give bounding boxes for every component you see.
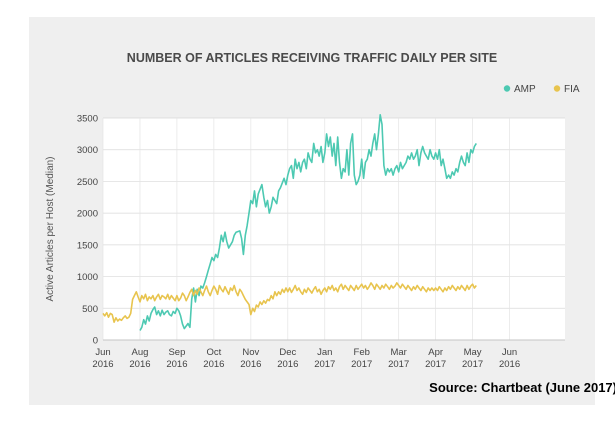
- x-tick-label-year: 2016: [277, 359, 298, 370]
- y-tick-label: 1500: [77, 240, 98, 251]
- legend-marker-amp: [503, 85, 511, 92]
- y-tick-label: 3000: [77, 145, 98, 156]
- x-tick-label: Jun: [95, 347, 110, 358]
- line-chart: NUMBER OF ARTICLES RECEIVING TRAFFIC DAI…: [45, 51, 580, 370]
- x-tick-label: Dec: [279, 347, 296, 358]
- y-axis-label: Active Articles per Host (Median): [45, 156, 56, 301]
- y-tick-label: 2000: [77, 209, 98, 220]
- legend-label-amp: AMP: [514, 84, 536, 95]
- x-tick-label: Jan: [317, 347, 332, 358]
- x-tick-label: May: [464, 347, 482, 358]
- x-tick-label-year: 2016: [203, 359, 224, 370]
- x-tick-label-year: 2017: [314, 359, 335, 370]
- y-tick-label: 0: [93, 336, 98, 347]
- x-tick-label: Jun: [502, 347, 517, 358]
- x-tick-label-year: 2016: [240, 359, 261, 370]
- y-tick-label: 2500: [77, 177, 98, 188]
- x-tick-label: Oct: [206, 347, 221, 358]
- series-line-fia: [102, 282, 477, 323]
- x-tick-label-year: 2016: [129, 359, 150, 370]
- x-tick-label: Nov: [242, 347, 259, 358]
- legend-label-fia: FIA: [564, 84, 580, 95]
- y-tick-label: 3500: [77, 114, 98, 125]
- x-tick-label-year: 2016: [166, 359, 187, 370]
- x-tick-label-year: 2016: [499, 359, 520, 370]
- source-label: Source: Chartbeat (June 2017): [429, 380, 615, 395]
- legend-marker-fia: [553, 85, 561, 92]
- x-tick-label: Mar: [390, 347, 406, 358]
- x-tick-label-year: 2017: [388, 359, 409, 370]
- x-tick-label-year: 2016: [92, 359, 113, 370]
- y-tick-label: 1000: [77, 272, 98, 283]
- x-tick-label-year: 2017: [425, 359, 446, 370]
- plot-area: [103, 118, 565, 340]
- x-tick-label: Feb: [354, 347, 370, 358]
- y-tick-label: 500: [82, 304, 98, 315]
- x-tick-label-year: 2017: [462, 359, 483, 370]
- x-tick-label: Aug: [132, 347, 149, 358]
- x-tick-label: Sep: [168, 347, 185, 358]
- chart-panel: NUMBER OF ARTICLES RECEIVING TRAFFIC DAI…: [29, 17, 615, 405]
- x-tick-label: Apr: [428, 347, 443, 358]
- x-tick-label-year: 2017: [351, 359, 372, 370]
- chart-title: NUMBER OF ARTICLES RECEIVING TRAFFIC DAI…: [127, 51, 497, 65]
